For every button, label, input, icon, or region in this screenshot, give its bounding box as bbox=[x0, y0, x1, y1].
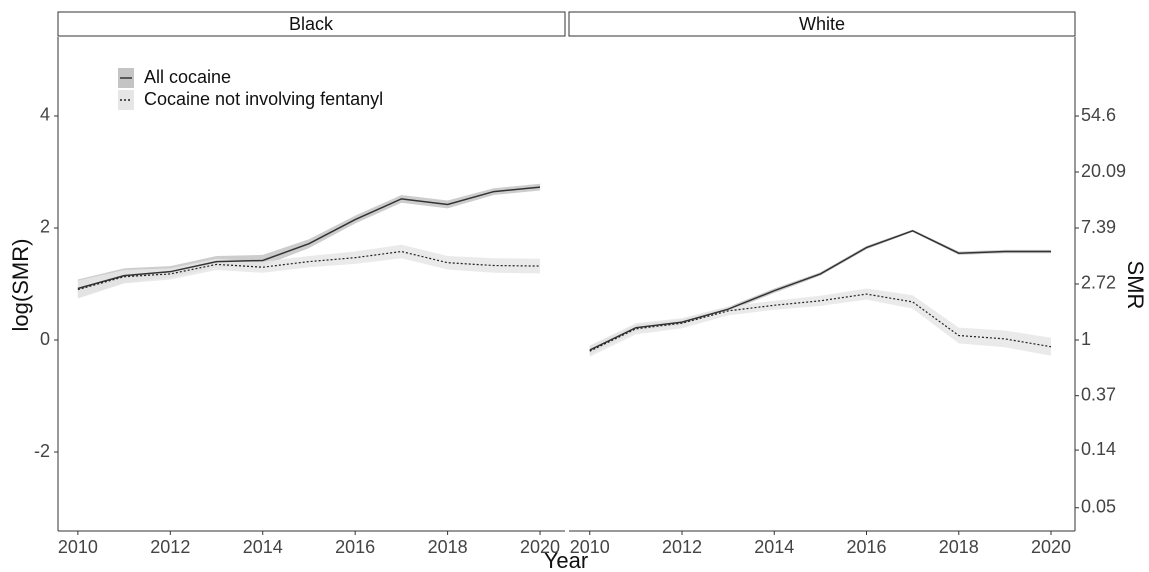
x-tick-label: 2014 bbox=[754, 537, 794, 557]
confidence-band bbox=[77, 244, 541, 299]
y2-tick-label: 54.6 bbox=[1081, 105, 1116, 125]
y-tick-label: 0 bbox=[40, 329, 50, 349]
y2-tick-label: 2.72 bbox=[1081, 273, 1116, 293]
y2-tick-label: 0.14 bbox=[1081, 439, 1116, 459]
series-line bbox=[589, 229, 1052, 351]
facet-strip bbox=[568, 11, 1076, 37]
x-axis-label: Year bbox=[544, 548, 588, 572]
x-tick-label: 2018 bbox=[428, 537, 468, 557]
x-tick-label: 2016 bbox=[846, 537, 886, 557]
y2-axis-label: SMR bbox=[1123, 261, 1148, 310]
y2-tick-label: 0.37 bbox=[1081, 384, 1116, 404]
x-tick-label: 2010 bbox=[58, 537, 98, 557]
x-tick-label: 2010 bbox=[570, 537, 610, 557]
confidence-band bbox=[589, 288, 1052, 357]
y-tick-label: -2 bbox=[34, 441, 50, 461]
facet-title: White bbox=[799, 14, 845, 34]
legend-label: All cocaine bbox=[144, 67, 231, 87]
y-tick-label: 4 bbox=[40, 105, 50, 125]
x-tick-label: 2012 bbox=[150, 537, 190, 557]
x-tick-label: 2018 bbox=[939, 537, 979, 557]
y2-tick-label: 20.09 bbox=[1081, 161, 1126, 181]
legend-label: Cocaine not involving fentanyl bbox=[144, 89, 383, 109]
x-tick-label: 2016 bbox=[335, 537, 375, 557]
x-tick-label: 2020 bbox=[520, 537, 560, 557]
y-axis-label: log(SMR) bbox=[8, 239, 33, 332]
facet-strip bbox=[57, 11, 566, 37]
y2-tick-label: 7.39 bbox=[1081, 217, 1116, 237]
x-tick-label: 2014 bbox=[243, 537, 283, 557]
series-line bbox=[589, 293, 1052, 352]
facet-title: Black bbox=[289, 14, 334, 34]
series-line bbox=[77, 186, 541, 290]
y-tick-label: 2 bbox=[40, 217, 50, 237]
x-tick-label: 2020 bbox=[1031, 537, 1071, 557]
y2-tick-label: 1 bbox=[1081, 329, 1091, 349]
y2-tick-label: 0.05 bbox=[1081, 496, 1116, 516]
x-tick-label: 2012 bbox=[662, 537, 702, 557]
